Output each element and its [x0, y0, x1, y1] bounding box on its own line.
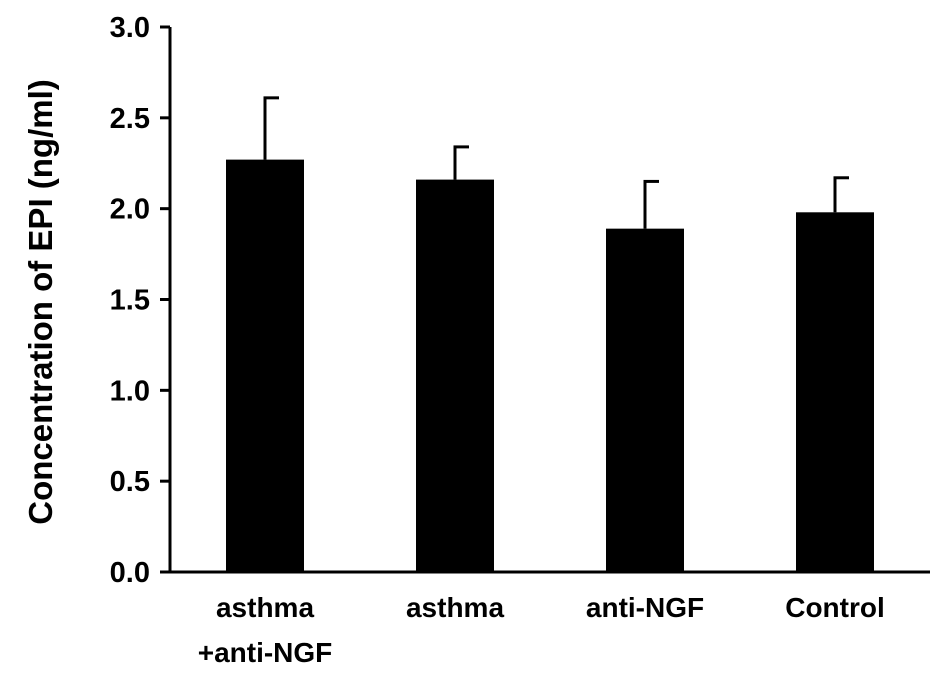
error-bars — [263, 96, 849, 229]
y-tick-label: 0.5 — [110, 466, 150, 498]
x-tick-label: asthma +anti-NGF — [198, 592, 333, 668]
bar — [796, 212, 874, 573]
y-tick-label: 2.0 — [110, 194, 150, 226]
y-tick-label: 1.5 — [110, 285, 150, 317]
x-axis: asthma +anti-NGF asthma anti-NGF Control — [170, 570, 930, 668]
bar — [606, 228, 684, 572]
y-axis: 0.0 0.5 1.0 1.5 2.0 2.5 3.0 — [110, 12, 172, 589]
bars — [226, 159, 874, 573]
y-tick-label: 0.0 — [110, 557, 150, 589]
x-tick-label: Control — [785, 592, 885, 623]
y-tick-label: 3.0 — [110, 12, 150, 44]
x-tick-label: asthma — [406, 592, 504, 623]
y-tick-label: 2.5 — [110, 103, 150, 135]
bar — [226, 159, 304, 572]
y-tick-label: 1.0 — [110, 375, 150, 407]
bar — [416, 179, 494, 572]
x-tick-label: anti-NGF — [586, 592, 704, 623]
y-axis-title: Concentration of EPI (ng/ml) — [22, 79, 59, 524]
